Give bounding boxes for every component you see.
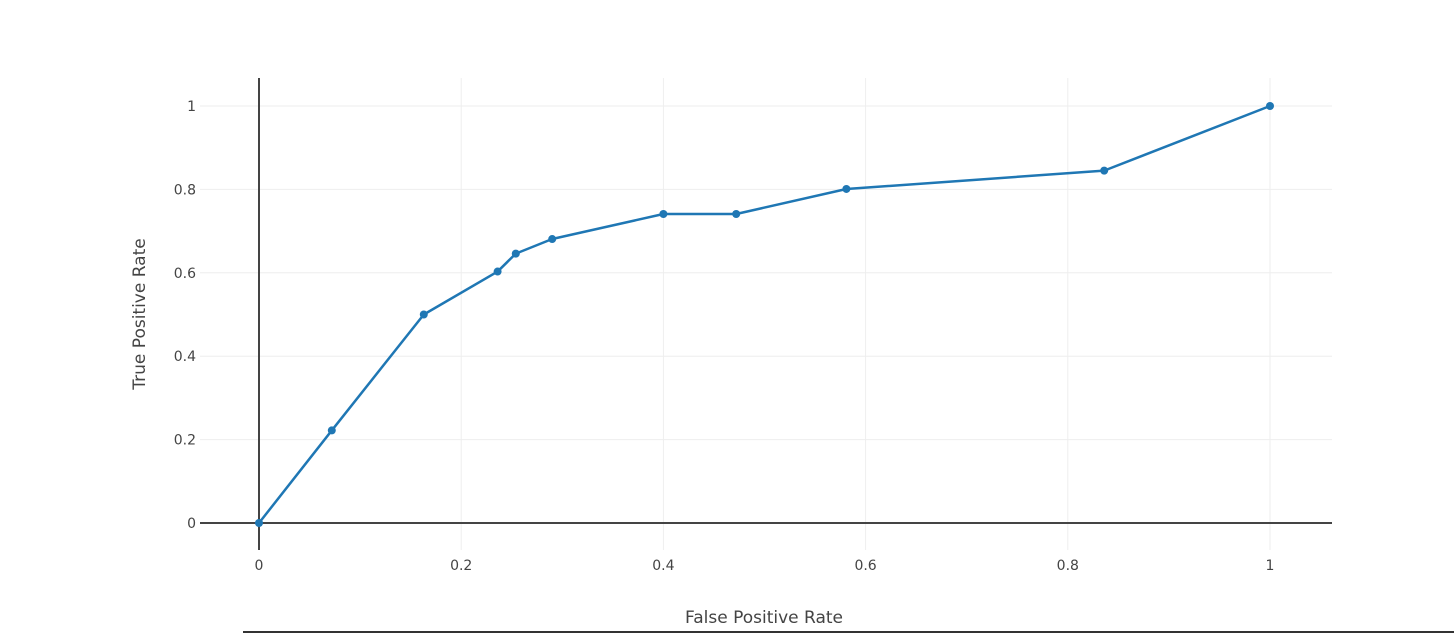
data-point[interactable] (511, 249, 520, 258)
x-tick-label: 1 (1266, 558, 1275, 574)
y-tick-label: 0.6 (174, 266, 196, 282)
y-tick-label: 1 (187, 99, 196, 115)
data-point[interactable] (548, 235, 557, 244)
data-point[interactable] (419, 310, 428, 319)
x-axis-title: False Positive Rate (685, 608, 843, 628)
bottom-divider (243, 631, 1454, 633)
x-tick-label: 0.6 (854, 558, 876, 574)
x-tick-label: 0.4 (652, 558, 674, 574)
data-point[interactable] (493, 267, 502, 276)
y-tick-labels: 0 0.2 0.4 0.6 0.8 1 (174, 99, 196, 532)
x-tick-label: 0 (255, 558, 264, 574)
x-tick-labels: 0 0.2 0.4 0.6 0.8 1 (255, 558, 1275, 574)
y-tick-label: 0.2 (174, 433, 196, 449)
series-line (258, 104, 1271, 524)
data-point[interactable] (1100, 166, 1109, 175)
data-point[interactable] (255, 519, 263, 527)
y-tick-label: 0.8 (174, 182, 196, 198)
y-tick-label: 0 (187, 516, 196, 532)
x-tick-label: 0.2 (450, 558, 472, 574)
grid-lines (200, 78, 1332, 550)
x-tick-label: 0.8 (1057, 558, 1079, 574)
series-layer (255, 102, 1274, 527)
y-tick-label: 0.4 (174, 349, 196, 365)
axes (200, 78, 1332, 550)
data-point[interactable] (842, 184, 851, 193)
data-point[interactable] (732, 210, 741, 219)
data-point[interactable] (659, 210, 668, 219)
y-axis-title: True Positive Rate (130, 238, 150, 390)
data-point[interactable] (327, 426, 336, 435)
data-point[interactable] (1266, 102, 1274, 110)
